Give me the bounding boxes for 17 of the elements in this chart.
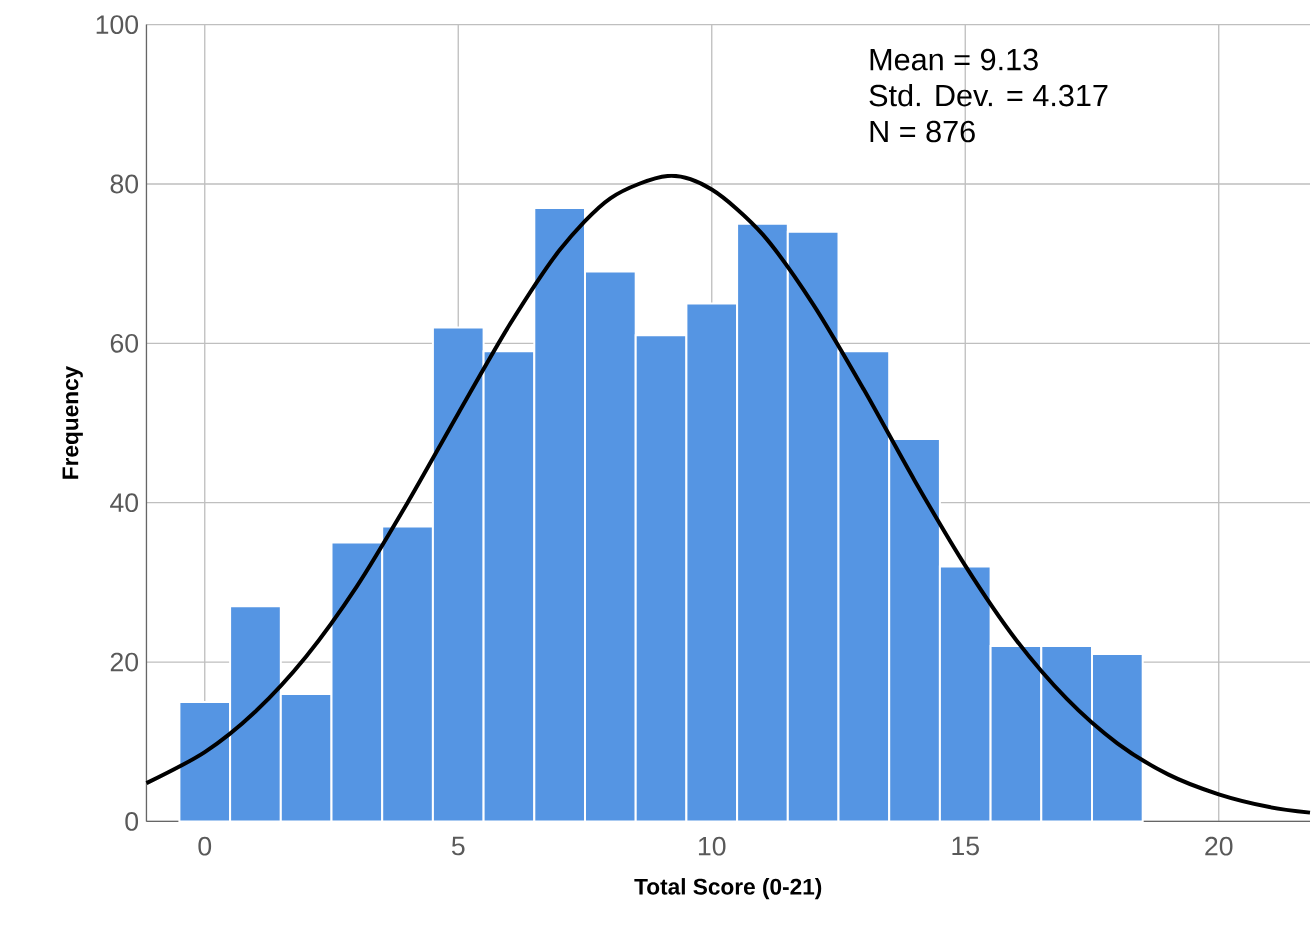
x-tick-label: 15 <box>952 836 979 856</box>
line-series <box>144 173 1312 815</box>
x-axis-title: Total Score (0-21) <box>634 877 822 900</box>
y-tick-label: 0 <box>125 811 139 831</box>
x-tick-label: 10 <box>698 836 726 856</box>
annotation: N = 876 <box>870 120 975 143</box>
y-tick-label: 60 <box>110 333 139 353</box>
y-axis-title: Frequency <box>62 365 83 479</box>
x-tick-label: 0 <box>198 836 212 856</box>
y-tick-label: 40 <box>110 493 139 512</box>
annotation: Mean = 9.13 <box>870 48 1038 71</box>
annotation: Std. Dev. = 4.317 <box>869 83 1108 107</box>
x-tick-label: 20 <box>1205 836 1233 856</box>
y-tick-label: 20 <box>110 652 139 672</box>
y-tick-label: 80 <box>110 174 139 194</box>
x-tick-label: 5 <box>451 836 465 856</box>
y-tick-label: 100 <box>96 15 139 34</box>
